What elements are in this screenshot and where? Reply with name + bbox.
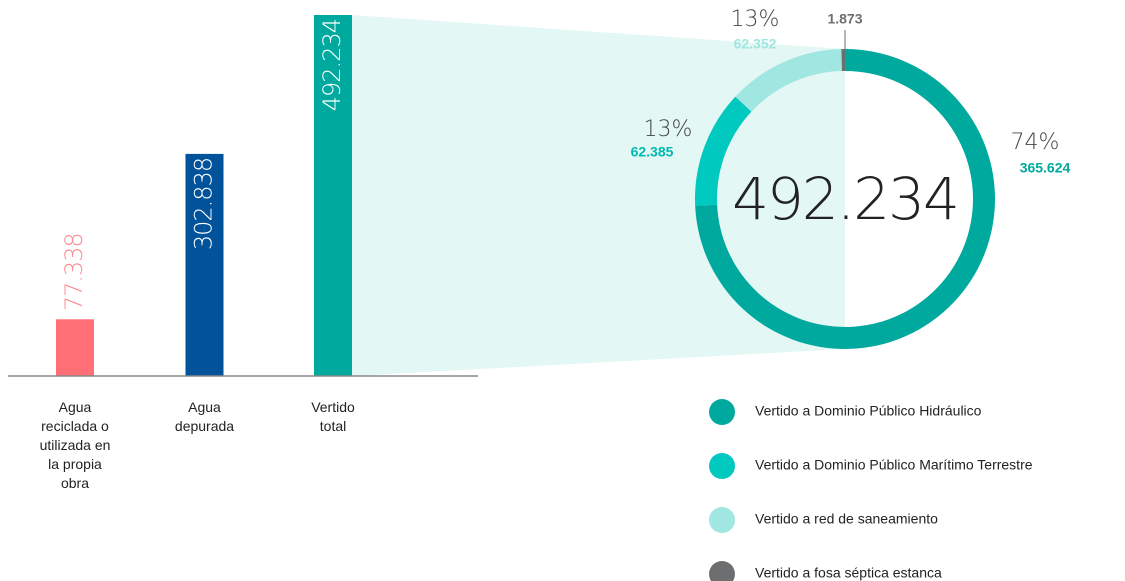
connector-shade [352,15,845,376]
legend-label: Vertido a Dominio Público Marítimo Terre… [755,457,1033,473]
legend-label: Vertido a red de saneamiento [755,511,938,527]
legend-label: Vertido a fosa séptica estanca [755,565,942,581]
legend-swatch [709,399,735,425]
legend-swatch [709,453,735,479]
value-label: 1.873 [827,11,862,27]
bar-value-label: 77.338 [60,233,88,311]
bar-value-label: 492.234 [318,19,346,111]
bar [314,15,352,376]
x-tick-label: Agua depurada [174,399,235,434]
legend-swatch [709,561,735,581]
value-label: 365.624 [1020,160,1071,176]
bar [185,153,224,376]
legend-label: Vertido a Dominio Público Hidráulico [755,403,982,419]
percent-label: 74% [1011,130,1060,155]
value-label: 62.352 [734,36,777,52]
percent-label: 13% [731,7,780,32]
bar [56,319,94,376]
donut-slice [695,96,752,206]
donut-total: 492.234 [732,165,958,233]
x-tick-label: Agua reciclada o utilizada en la propia … [39,399,111,491]
percent-label: 13% [644,117,693,142]
x-tick-label: Vertido total [311,399,355,434]
bar-value-label: 302.838 [190,158,218,250]
value-label: 62.385 [631,144,674,160]
donut-slice [841,49,845,72]
donut-slice [735,49,842,112]
legend-swatch [709,507,735,533]
